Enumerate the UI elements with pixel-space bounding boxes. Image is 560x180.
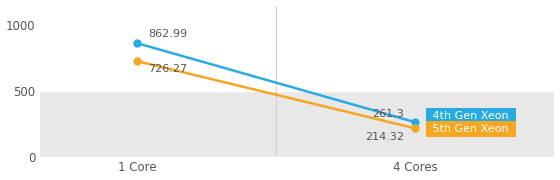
Text: 261.3: 261.3: [372, 109, 404, 119]
Text: 5th Gen Xeon: 5th Gen Xeon: [430, 124, 512, 134]
Text: 214.32: 214.32: [365, 132, 404, 142]
Text: 726.27: 726.27: [148, 64, 188, 75]
Text: 4th Gen Xeon: 4th Gen Xeon: [430, 111, 512, 121]
Text: 862.99: 862.99: [148, 29, 188, 39]
Bar: [40, 6, 554, 91]
